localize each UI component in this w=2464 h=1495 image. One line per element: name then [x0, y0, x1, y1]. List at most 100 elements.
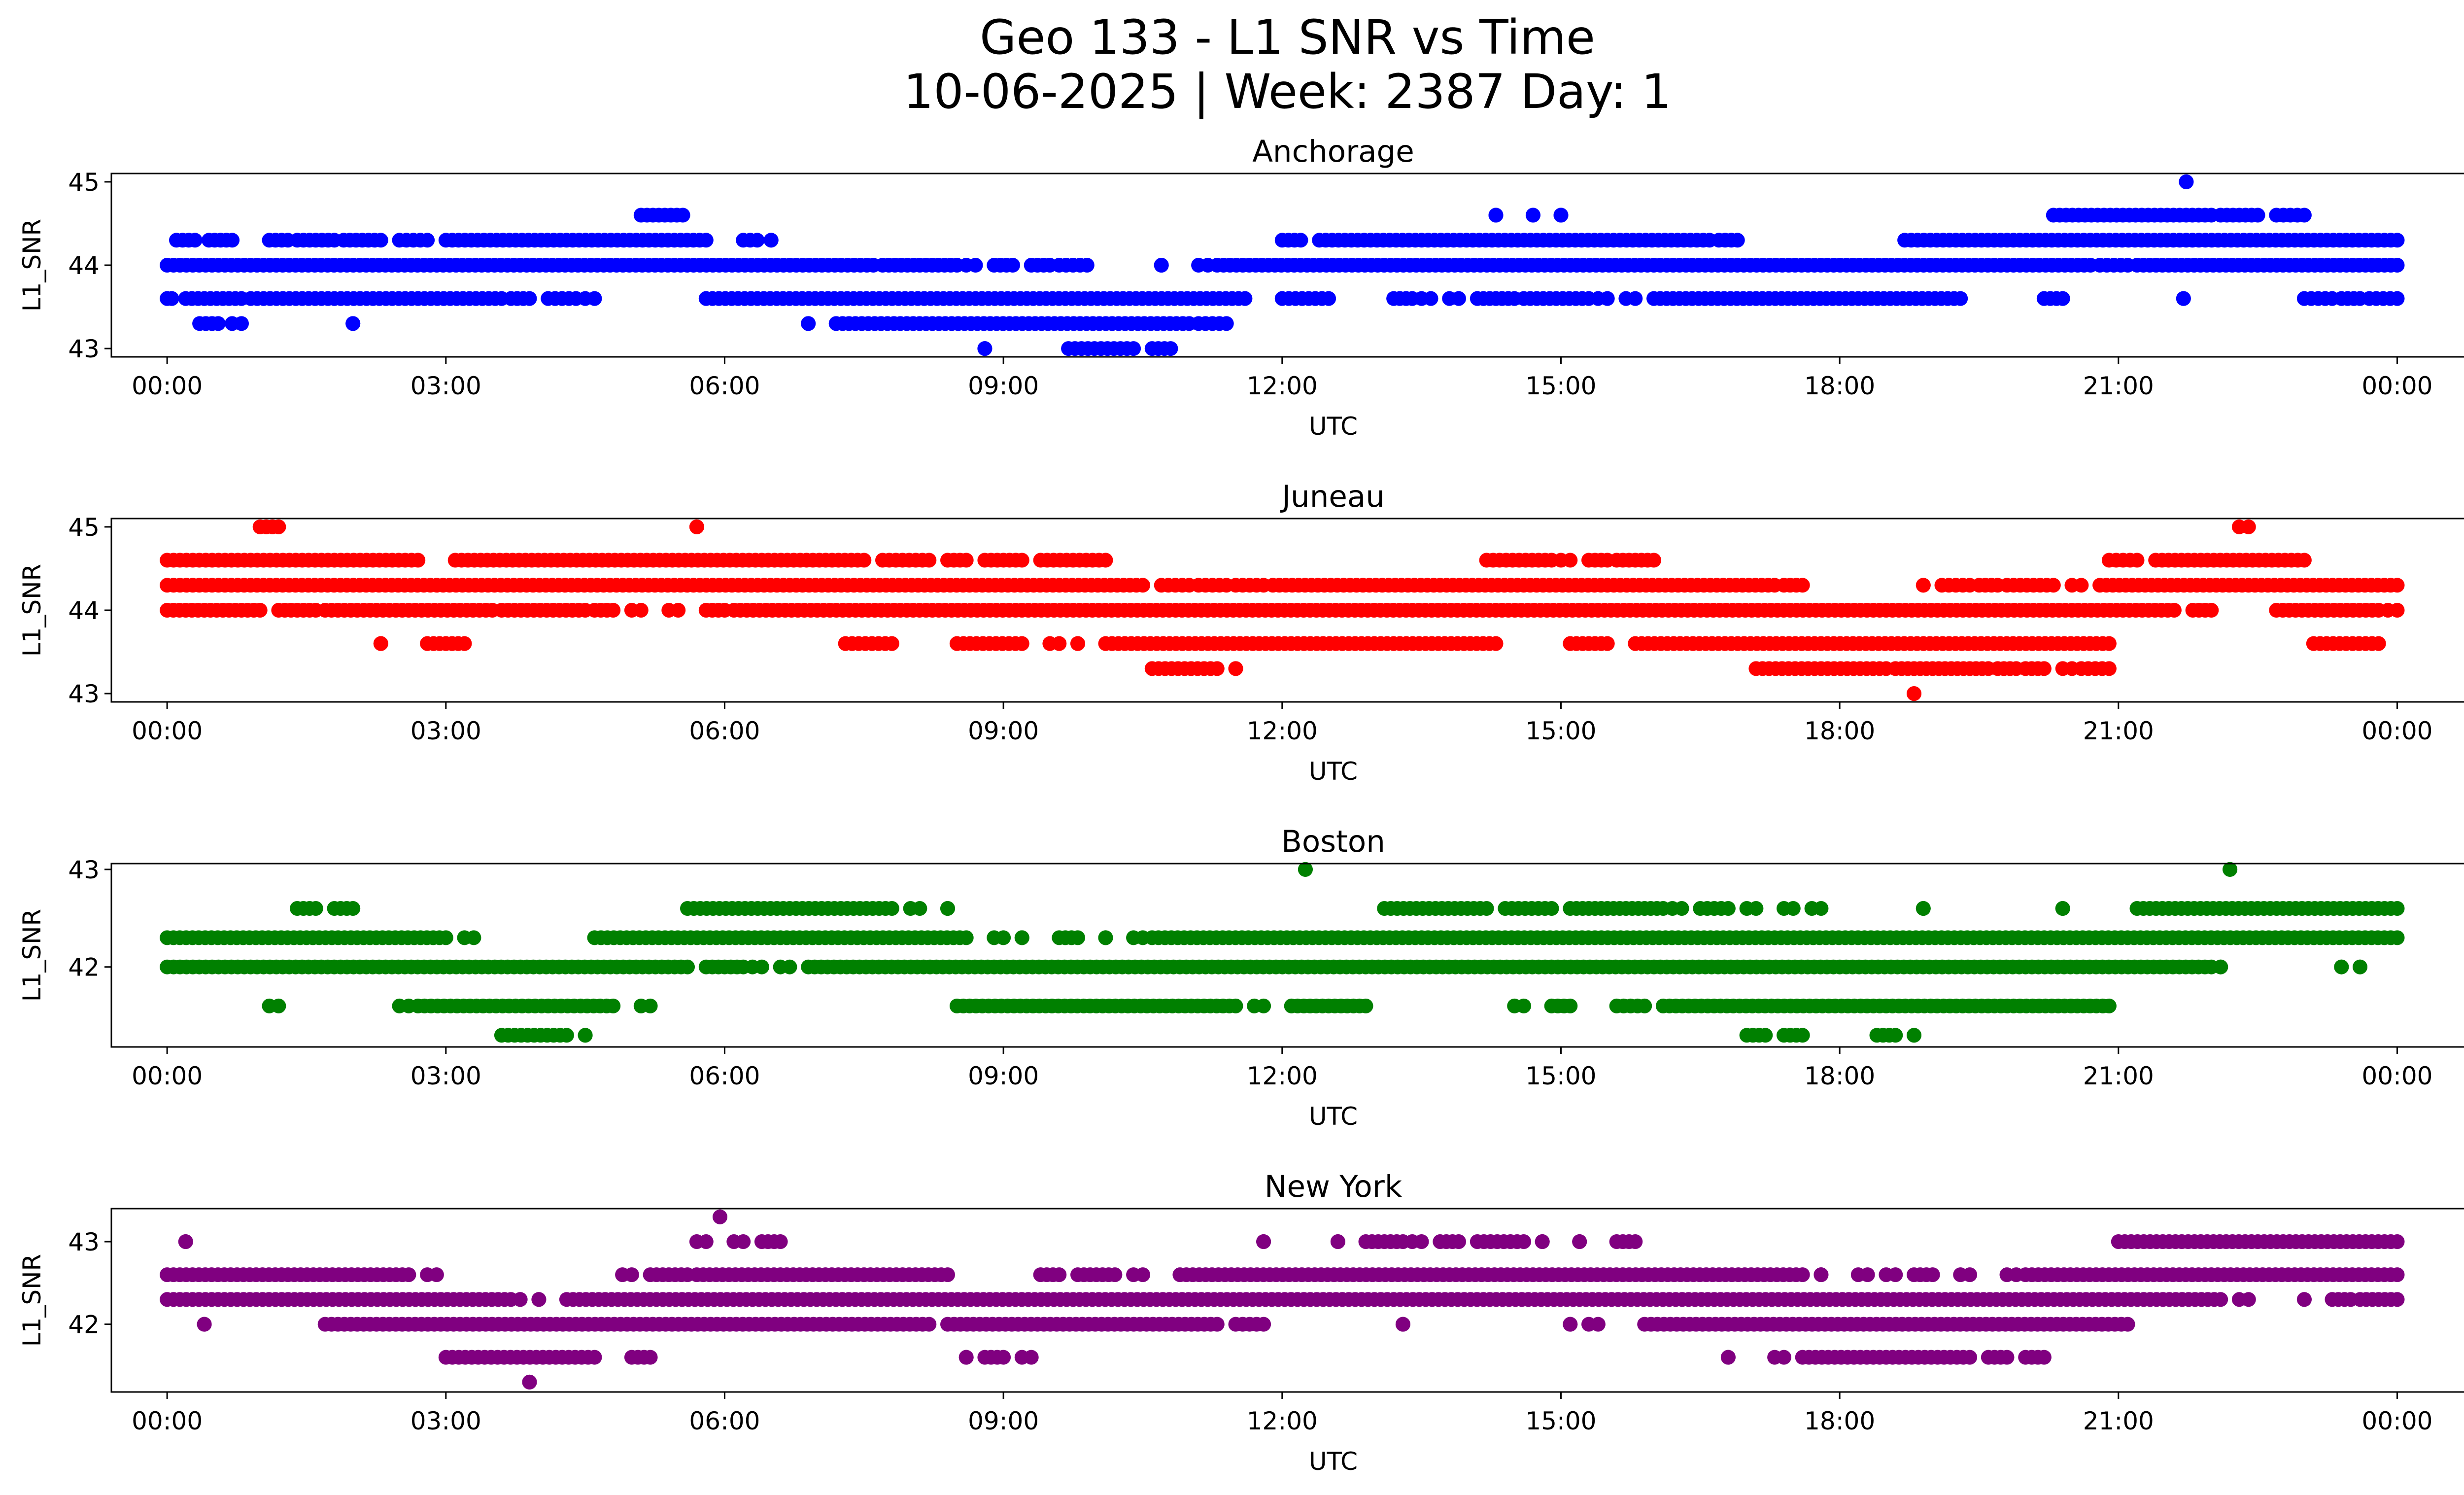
- data-point: [680, 959, 695, 974]
- data-point: [1256, 998, 1271, 1013]
- data-point: [2296, 1292, 2312, 1307]
- x-tick-label: 15:00: [1525, 1062, 1596, 1090]
- data-point: [420, 233, 435, 248]
- data-point: [187, 233, 203, 248]
- x-tick-label: 03:00: [411, 372, 481, 400]
- plot-title: New York: [1265, 1169, 1403, 1204]
- data-point: [2036, 1350, 2052, 1365]
- data-point: [671, 603, 686, 618]
- data-point: [1748, 901, 1764, 916]
- data-point: [345, 316, 361, 331]
- data-point: [1907, 686, 1921, 701]
- x-tick-label: 15:00: [1525, 717, 1596, 745]
- x-tick-label: 03:00: [411, 1407, 481, 1435]
- x-tick-label: 09:00: [968, 717, 1039, 745]
- data-point: [922, 553, 937, 568]
- data-point: [1553, 208, 1569, 223]
- data-point: [1758, 1028, 1773, 1043]
- x-tick-label: 18:00: [1804, 717, 1875, 745]
- data-point: [1916, 901, 1931, 916]
- data-point: [675, 208, 690, 223]
- data-point: [2101, 661, 2117, 676]
- data-point: [1860, 1267, 1875, 1283]
- data-point: [1052, 636, 1067, 651]
- data-point: [373, 233, 388, 248]
- x-tick-label: 06:00: [689, 717, 760, 745]
- data-point: [271, 519, 286, 534]
- data-point: [1209, 1317, 1225, 1332]
- data-point: [2055, 291, 2070, 306]
- data-point: [1209, 661, 1225, 676]
- data-point: [2390, 1267, 2405, 1283]
- data-point: [1628, 1234, 1643, 1249]
- data-point: [1535, 1234, 1550, 1249]
- y-axis-label: L1_SNR: [18, 219, 46, 312]
- data-point: [252, 603, 268, 618]
- data-point: [1237, 291, 1253, 306]
- data-point: [1451, 1234, 1466, 1249]
- data-point: [763, 233, 779, 248]
- data-point: [1098, 553, 1113, 568]
- data-point: [958, 1350, 974, 1365]
- data-point: [698, 233, 714, 248]
- data-point: [1330, 1234, 1345, 1249]
- x-axis-label: UTC: [1309, 412, 1358, 441]
- data-point: [1298, 862, 1313, 877]
- x-axis-label: UTC: [1309, 1447, 1358, 1476]
- data-point: [1228, 998, 1243, 1013]
- data-point: [1228, 661, 1243, 676]
- data-point: [1962, 1350, 1978, 1365]
- data-point: [1916, 578, 1931, 593]
- data-point: [2120, 1317, 2135, 1332]
- data-point: [2390, 603, 2405, 618]
- data-point: [996, 930, 1011, 945]
- x-tick-label: 00:00: [2361, 1407, 2432, 1435]
- data-point: [1014, 930, 1029, 945]
- data-point: [1925, 1267, 1940, 1283]
- data-point: [958, 930, 974, 945]
- data-point: [2204, 603, 2219, 618]
- data-point: [1814, 901, 1829, 916]
- x-tick-label: 09:00: [968, 1407, 1039, 1435]
- data-point: [1070, 930, 1085, 945]
- data-point: [1451, 291, 1466, 306]
- data-point: [1563, 1317, 1578, 1332]
- x-tick-label: 06:00: [689, 372, 760, 400]
- x-tick-label: 12:00: [1247, 372, 1318, 400]
- x-tick-label: 09:00: [968, 372, 1039, 400]
- data-point: [1126, 341, 1141, 356]
- data-point: [884, 636, 899, 651]
- data-point: [1544, 901, 1559, 916]
- y-axis-label: L1_SNR: [18, 1254, 46, 1347]
- x-tick-label: 09:00: [968, 1062, 1039, 1090]
- data-point: [1256, 1317, 1271, 1332]
- x-axis-label: UTC: [1309, 1102, 1358, 1131]
- data-point: [2101, 998, 2117, 1013]
- data-point: [633, 603, 649, 618]
- figure-subtitle: 10-06-2025 | Week: 2387 Day: 1: [903, 64, 1672, 119]
- data-point: [1135, 1267, 1150, 1283]
- data-point: [1525, 208, 1540, 223]
- x-tick-label: 00:00: [132, 1062, 203, 1090]
- data-point: [1590, 1317, 1606, 1332]
- data-point: [1488, 636, 1504, 651]
- data-point: [1600, 636, 1615, 651]
- data-point: [1814, 1267, 1829, 1283]
- data-point: [1953, 291, 1968, 306]
- plot-title: Anchorage: [1252, 134, 1414, 169]
- chart-boston: Boston 00:00 03:00 06:00 09:00 12:00 15:00 18:0…: [18, 824, 2464, 1131]
- data-point: [1098, 930, 1113, 945]
- data-point: [2179, 174, 2194, 189]
- x-tick-label: 03:00: [411, 1062, 481, 1090]
- data-point: [1720, 901, 1736, 916]
- data-point: [522, 291, 537, 306]
- data-point: [801, 316, 816, 331]
- data-point: [2036, 661, 2052, 676]
- data-point: [1795, 1028, 1810, 1043]
- data-point: [958, 553, 974, 568]
- data-point: [2166, 603, 2182, 618]
- data-point: [2390, 1234, 2405, 1249]
- y-axis-label: L1_SNR: [18, 564, 46, 657]
